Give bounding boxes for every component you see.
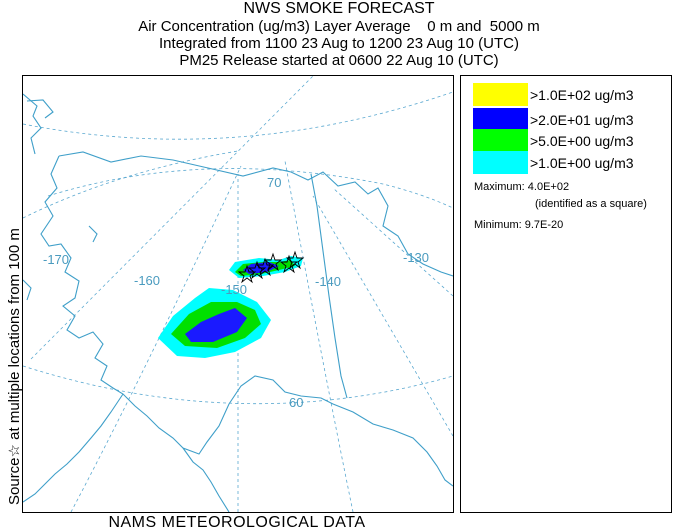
graticule bbox=[23, 76, 453, 512]
legend-swatch-cyan bbox=[473, 151, 528, 174]
legend-label: >2.0E+01 ug/m3 bbox=[530, 111, 634, 128]
label-lon-140: -140 bbox=[315, 274, 341, 289]
legend-item: >1.0E+00 ug/m3 bbox=[473, 151, 634, 174]
legend-label: >1.0E+02 ug/m3 bbox=[530, 86, 634, 103]
map-title: NWS SMOKE FORECAST bbox=[243, 0, 435, 17]
legend-label: >5.0E+00 ug/m3 bbox=[530, 132, 634, 149]
map-panel: -170 -160 -150 -140 -130 70 60 bbox=[22, 75, 454, 513]
meridian-line bbox=[30, 76, 314, 360]
legend-item: >2.0E+01 ug/m3 bbox=[473, 108, 634, 131]
alaska-peninsula bbox=[23, 393, 124, 503]
island-coast bbox=[88, 225, 98, 243]
footer-data-source: NAMS METEOROLOGICAL DATA bbox=[108, 514, 366, 531]
west-south-coast bbox=[40, 155, 453, 487]
siberia-coast bbox=[23, 93, 42, 155]
source-star-icon bbox=[263, 252, 283, 272]
siberia-coast bbox=[26, 99, 54, 119]
meridian-line bbox=[70, 165, 242, 512]
kenai-coast bbox=[182, 447, 230, 512]
meridian-line bbox=[284, 160, 354, 512]
subtitle-concentration: Air Concentration (ug/m3) Layer Average … bbox=[138, 18, 540, 35]
meridian-line bbox=[312, 195, 453, 437]
legend-panel: >1.0E+02 ug/m3 >2.0E+01 ug/m3 >5.0E+00 u… bbox=[460, 75, 672, 513]
parallel-line bbox=[23, 365, 453, 405]
legend-item: >1.0E+02 ug/m3 bbox=[473, 83, 634, 106]
parallel-line bbox=[23, 91, 453, 140]
source-star-icon bbox=[255, 257, 275, 277]
source-star-icon bbox=[237, 264, 257, 284]
source-markers bbox=[237, 250, 305, 284]
subtitle-release: PM25 Release started at 0600 22 Aug 10 (… bbox=[179, 52, 499, 69]
label-lon-150: -150 bbox=[221, 282, 247, 297]
legend-swatch-yellow bbox=[473, 83, 528, 106]
source-star-icon bbox=[285, 250, 305, 270]
label-lat-70: 70 bbox=[267, 175, 281, 190]
coastline bbox=[23, 93, 453, 512]
label-lon-130: -130 bbox=[403, 250, 429, 265]
legend-swatch-green bbox=[473, 129, 528, 152]
smoke-plume-southwest bbox=[158, 288, 271, 358]
legend-swatch-blue bbox=[473, 108, 528, 131]
legend-maximum-note: (identified as a square) bbox=[535, 198, 647, 210]
north-coast bbox=[58, 151, 453, 277]
legend-minimum: Minimum: 9.7E-20 bbox=[474, 219, 564, 231]
source-star-icon bbox=[279, 254, 299, 274]
label-lon-160: -160 bbox=[134, 273, 160, 288]
label-lat-60: 60 bbox=[289, 395, 303, 410]
label-lon-170: -170 bbox=[43, 252, 69, 267]
legend-maximum: Maximum: 4.0E+02 bbox=[474, 181, 570, 193]
parallel-line bbox=[47, 168, 453, 209]
plume-level-20 bbox=[185, 308, 247, 342]
meridian-line bbox=[332, 187, 453, 297]
subtitle-integration: Integrated from 1100 23 Aug to 1200 23 A… bbox=[159, 35, 519, 52]
legend-item: >5.0E+00 ug/m3 bbox=[473, 129, 634, 152]
source-star-icon bbox=[247, 260, 267, 280]
legend-label: >1.0E+00 ug/m3 bbox=[530, 154, 634, 171]
island-coast bbox=[23, 279, 32, 301]
title-block: NWS SMOKE FORECAST Air Concentration (ug… bbox=[0, 0, 678, 69]
map-canvas: -170 -160 -150 -140 -130 70 60 bbox=[23, 76, 453, 512]
canada-border bbox=[310, 173, 348, 399]
